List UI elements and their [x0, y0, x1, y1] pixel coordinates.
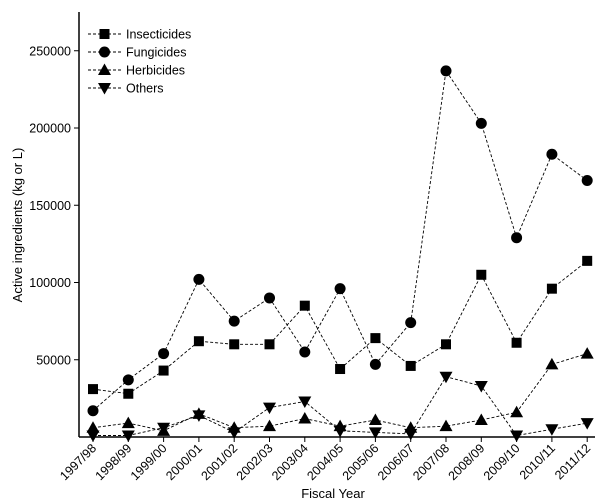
others-point	[368, 427, 382, 439]
others-point	[333, 425, 347, 438]
fungicides-point	[546, 148, 558, 160]
insecticides-point	[158, 365, 169, 376]
x-tick-label: 2004/05	[304, 441, 346, 483]
x-tick-label: 2006/07	[375, 441, 417, 483]
x-tick-label: 2011/12	[552, 441, 593, 482]
series-lines	[92, 69, 588, 436]
legend-herbicides-marker	[98, 63, 111, 75]
y-ticks: 50000 100000 150000 200000 250000	[29, 44, 79, 367]
others-point	[545, 424, 559, 436]
fungicides-point	[369, 358, 381, 370]
legend-fungicides-marker	[99, 46, 110, 58]
others-point	[227, 427, 241, 439]
legend-others-marker	[98, 83, 111, 95]
herbicides-point	[368, 413, 382, 426]
fungicides-point	[158, 348, 170, 360]
herbicides-point	[263, 419, 276, 432]
others-point	[263, 402, 276, 415]
others-point	[474, 381, 488, 393]
insecticides-line	[92, 260, 588, 395]
others-point	[404, 428, 418, 441]
y-tick-label: 50000	[36, 353, 71, 367]
others-point	[580, 418, 594, 430]
insecticides-point	[405, 360, 416, 371]
x-tick-label: 2007/08	[410, 441, 452, 483]
fungicides-point	[511, 232, 523, 244]
fungicides-point	[299, 346, 311, 358]
herbicides-point	[439, 419, 453, 432]
x-tick-label: 2010/11	[517, 441, 558, 482]
y-tick-label: 250000	[29, 44, 71, 58]
insecticides-point	[229, 339, 240, 350]
axes	[78, 12, 595, 438]
others-point	[298, 396, 312, 408]
herbicides-point	[545, 357, 559, 370]
herbicides-point	[86, 421, 100, 433]
x-axis-label: Fiscal Year	[301, 486, 365, 501]
fungicides-point	[228, 315, 240, 327]
x-tick-label: 2005/06	[340, 441, 382, 483]
legend: Insecticides Fungicides Herbicides Others	[88, 28, 191, 96]
x-tick-label: 2000/01	[163, 441, 205, 483]
insecticides-point	[193, 336, 204, 347]
insecticides-point	[476, 269, 487, 280]
legend-herbicides-label: Herbicides	[126, 64, 185, 78]
insecticides-point	[511, 337, 522, 348]
fungicides-point	[122, 374, 134, 386]
legend-insecticides-marker	[99, 29, 110, 39]
insecticides-point	[546, 283, 557, 294]
others-point	[86, 430, 100, 442]
insecticides-point	[264, 339, 275, 350]
insecticides-point	[335, 364, 346, 375]
fungicides-point	[334, 283, 346, 295]
insecticides-point	[299, 300, 310, 311]
herbicides-point	[298, 411, 312, 424]
x-tick-label: 2008/09	[446, 441, 488, 483]
x-tick-label: 2002/03	[234, 441, 276, 483]
series-markers	[86, 65, 594, 442]
others-point	[157, 422, 171, 435]
fungicides-point	[87, 405, 99, 417]
insecticides-point	[123, 388, 134, 399]
insecticides-point	[370, 333, 381, 344]
others-point	[192, 410, 206, 422]
fungicides-point	[440, 65, 452, 77]
herbicides-point	[474, 413, 488, 426]
others-point	[510, 430, 524, 442]
y-tick-label: 100000	[29, 276, 71, 290]
legend-fungicides-label: Fungicides	[126, 46, 186, 60]
fungicides-point	[581, 175, 593, 187]
insecticides-point	[88, 384, 98, 395]
herbicides-point	[121, 416, 135, 429]
fungicides-point	[475, 117, 487, 129]
x-tick-label: 1998/99	[93, 441, 135, 483]
fungicides-point	[264, 292, 275, 304]
others-point	[121, 430, 135, 442]
y-tick-label: 200000	[29, 122, 71, 136]
legend-insecticides-label: Insecticides	[126, 28, 191, 42]
x-tick-label: 2009/10	[481, 441, 523, 483]
insecticides-point	[441, 339, 451, 350]
x-ticks: 1997/981998/991999/002000/012001/022002/…	[57, 437, 593, 483]
x-tick-label: 2001/02	[198, 441, 240, 483]
insecticides-point	[582, 255, 593, 266]
y-axis-label: Active ingredients (kg or L)	[10, 148, 25, 303]
herbicides-point	[510, 405, 524, 418]
y-tick-label: 150000	[29, 199, 71, 213]
x-tick-label: 1999/00	[128, 441, 170, 483]
legend-others-label: Others	[126, 82, 164, 96]
others-point	[439, 371, 453, 384]
herbicides-point	[580, 347, 594, 359]
x-tick-label: 1997/98	[57, 441, 99, 483]
fungicides-point	[405, 317, 417, 329]
fungicides-point	[193, 273, 205, 285]
x-tick-label: 2003/04	[269, 441, 311, 483]
